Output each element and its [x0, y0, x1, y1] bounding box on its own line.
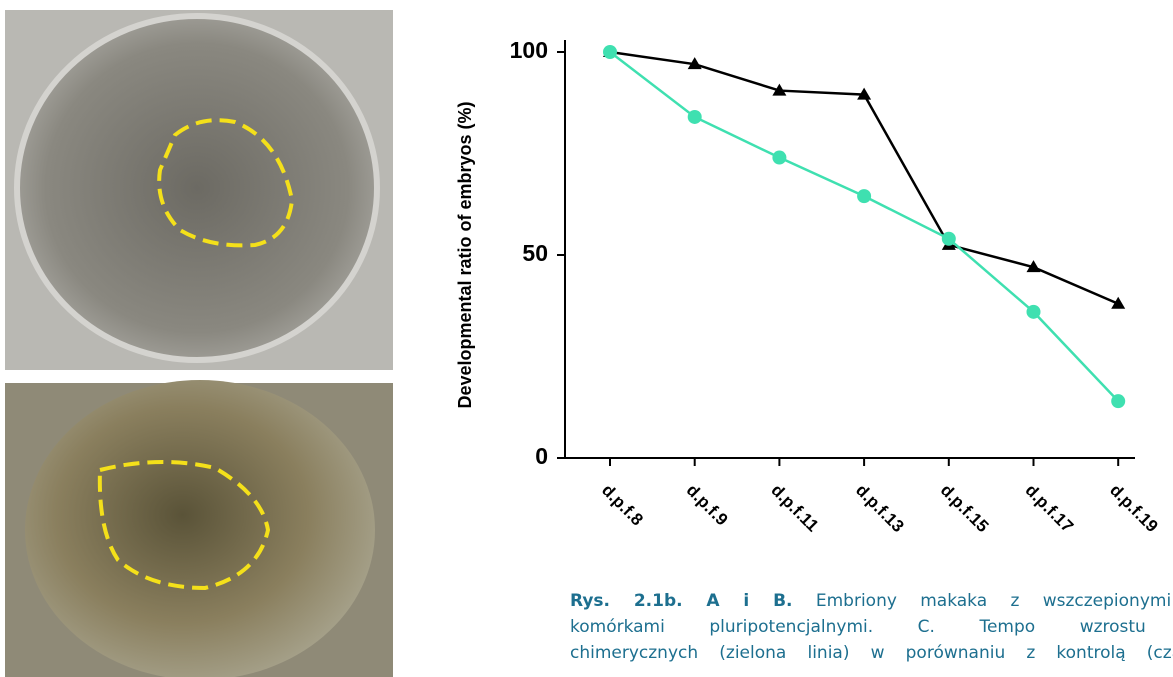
marker [857, 189, 871, 203]
embryo-a [17, 16, 377, 360]
y-axis-label: Developmental ratio of embryos (%) [455, 101, 475, 408]
caption-line: Rys. 2.1b. A i B. Embriony makaka z wszc… [570, 588, 1173, 614]
caption: Rys. 2.1b. A i B. Embriony makaka z wszc… [570, 588, 1173, 666]
caption-line: chimerycznych (zielona linia) w porównan… [570, 640, 1173, 666]
figure: Developmental ratio of embryos (%) 0 50 10… [0, 0, 1173, 677]
caption-text: Embriony makaka z wszczepionymi lu [816, 591, 1173, 611]
x-tick-label: d.p.f.11 [767, 481, 822, 536]
y-tick-label: 0 [535, 443, 548, 469]
x-tick-label: d.p.f.13 [852, 481, 908, 537]
canvas: Developmental ratio of embryos (%) 0 50 10… [0, 0, 1173, 677]
x-tick-label: d.p.f.19 [1106, 481, 1162, 537]
embryo-b [25, 380, 375, 677]
marker [942, 232, 956, 246]
series-line [610, 52, 1118, 401]
x-tick-label: d.p.f.17 [1022, 481, 1078, 537]
marker [1027, 305, 1041, 319]
marker [603, 45, 617, 59]
y-tick-label: 50 [522, 240, 548, 266]
caption-line: komórkami pluripotencjalnymi. C. Tempo w… [570, 614, 1173, 640]
marker [772, 151, 786, 165]
caption-label: Rys. 2.1b. A i B. [570, 591, 793, 611]
x-tick-label: d.p.f.9 [683, 481, 732, 530]
x-tick-label: d.p.f.15 [937, 481, 993, 537]
x-tick-label: d.p.f.8 [598, 481, 647, 530]
page: {"chart_data": {"type": "line", "ylabel"… [0, 0, 1173, 677]
marker [1111, 394, 1125, 408]
marker [688, 110, 702, 124]
y-tick-label: 100 [510, 37, 548, 63]
